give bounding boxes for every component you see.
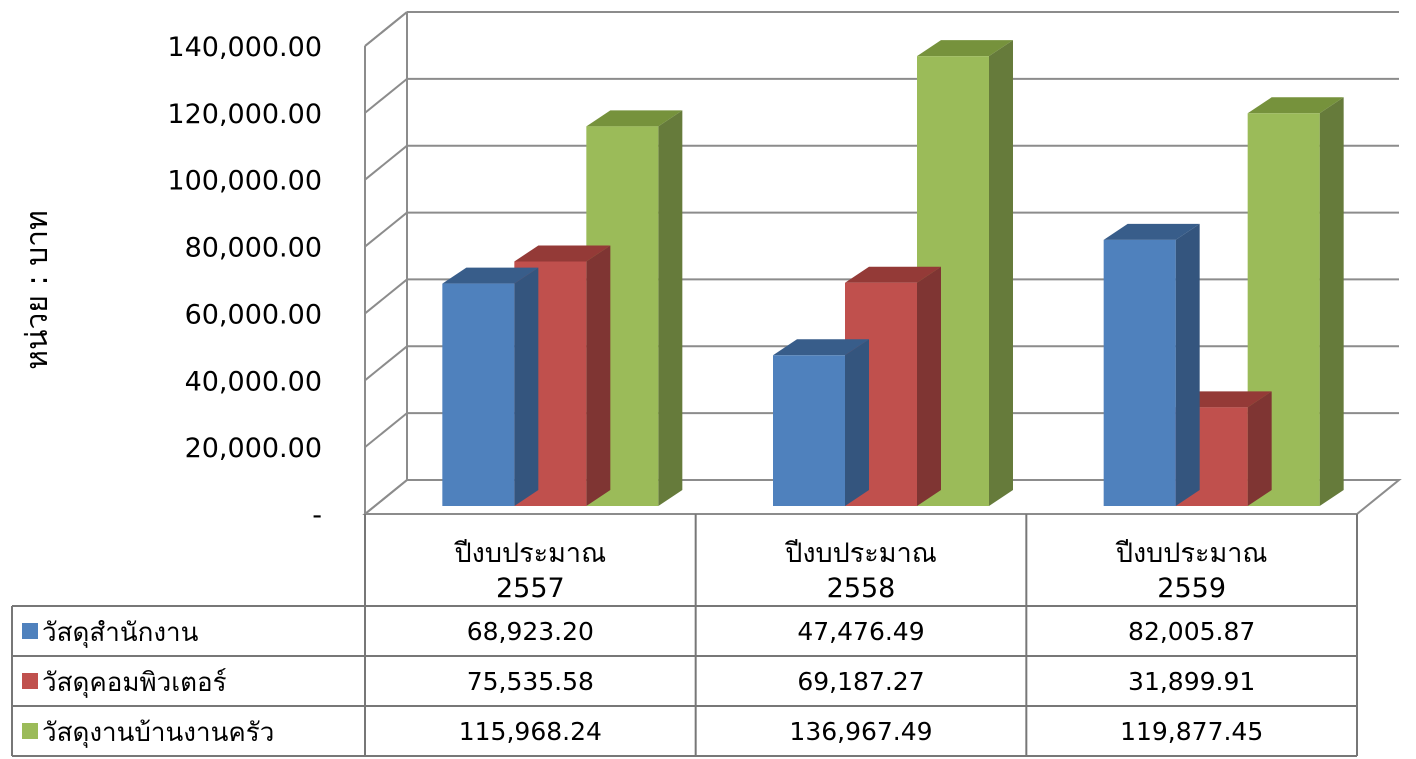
gridline-diagonal (364, 345, 408, 382)
bar (773, 339, 869, 506)
bar (442, 267, 539, 506)
data-table: ปีงบประมาณ 2557 ปีงบประมาณ 2558 ปีงบประมาณ 25… (11, 514, 1358, 757)
bar-top-face (514, 245, 611, 262)
bar-top-face (773, 339, 869, 356)
data-label: 75,535.58 (467, 667, 594, 696)
legend-swatch (22, 723, 38, 739)
bar-top-face (442, 267, 539, 284)
bar-side-face (989, 40, 1013, 507)
bar-top-face (917, 40, 1013, 57)
bar (1247, 97, 1344, 506)
y-tick-label: 40,000.00 (185, 366, 322, 397)
bar-top-face (1103, 223, 1200, 240)
gridline-diagonal (364, 211, 408, 248)
y-tick-label: 20,000.00 (185, 433, 322, 464)
bar-side-face (1175, 223, 1200, 506)
data-label: 119,877.45 (1120, 717, 1263, 746)
data-label: 136,967.49 (789, 717, 932, 746)
y-tick-label: 140,000.00 (167, 32, 322, 63)
legend-swatch (22, 673, 38, 689)
bar-side-face (917, 266, 941, 506)
gridline-diagonal (364, 11, 408, 47)
y-tick-label: 80,000.00 (185, 233, 322, 264)
x-tick-label: 2557 (496, 573, 565, 604)
data-label: 69,187.27 (797, 667, 924, 696)
bar-top-face (586, 110, 683, 127)
legend-entry: วัสดุงานบ้านงานครัว (42, 718, 274, 748)
x-tick-label: ปีงบประมาณ (785, 538, 937, 569)
legend-swatch (22, 623, 38, 639)
data-label: 47,476.49 (797, 617, 924, 646)
bar-top-face (1247, 97, 1344, 114)
y-tick-label: 120,000.00 (167, 99, 322, 130)
y-axis-tick-labels: - 20,000.00 40,000.00 60,000.00 80,000.00 100… (167, 32, 322, 531)
x-tick-label: 2559 (1157, 573, 1226, 604)
gridline-diagonal (364, 278, 408, 315)
bar (1103, 223, 1200, 506)
data-label: 31,899.91 (1128, 667, 1255, 696)
legend-entry: วัสดุสำนักงาน (42, 618, 199, 648)
bar-side-face (586, 245, 611, 506)
y-tick-label: - (312, 500, 322, 531)
data-label: 115,968.24 (459, 717, 602, 746)
y-tick-label: 60,000.00 (185, 299, 322, 330)
bar-front-face (1103, 239, 1176, 506)
data-label: 68,923.20 (467, 617, 594, 646)
bar-side-face (658, 110, 683, 506)
x-tick-label: ปีงบประมาณ (454, 538, 606, 569)
y-axis-label: หน่วย : บาท (20, 210, 55, 370)
bar-front-face (442, 283, 515, 506)
chart-bars (442, 40, 1344, 507)
bar-side-face (845, 339, 869, 506)
x-tick-label: 2558 (827, 573, 896, 604)
gridline-diagonal (364, 78, 408, 114)
bar-side-face (1319, 97, 1344, 506)
bar-side-face (514, 267, 539, 506)
gridline-diagonal (364, 412, 408, 448)
bar-top-face (845, 266, 941, 283)
bar-side-face (1247, 391, 1272, 506)
x-tick-label: ปีงบประมาณ (1115, 538, 1267, 569)
y-tick-label: 100,000.00 (167, 166, 322, 197)
data-label: 82,005.87 (1128, 617, 1255, 646)
legend-entry: วัสดุคอมพิวเตอร์ (42, 668, 227, 698)
gridline-diagonal (364, 144, 408, 181)
bar-front-face (773, 355, 845, 506)
